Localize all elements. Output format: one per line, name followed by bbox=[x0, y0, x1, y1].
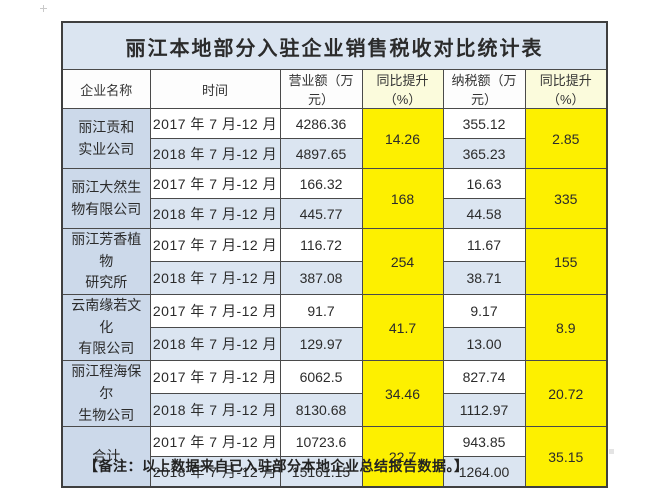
period-cell: 2017 年 7 月-12 月 bbox=[149, 294, 281, 329]
revenue-cell: 8130.68 bbox=[279, 393, 363, 428]
total-row: 2018 年 7 月-12 月 15161.15 1264.00 bbox=[62, 456, 607, 488]
scan-artifact-top-left bbox=[40, 5, 47, 12]
table-title-row: 丽江本地部分入驻企业销售税收对比统计表 bbox=[61, 21, 608, 70]
tax-cell: 827.74 bbox=[442, 360, 526, 395]
period-cell: 2017 年 7 月-12 月 bbox=[149, 168, 281, 199]
tax-cell: 11.67 bbox=[442, 227, 526, 263]
period-cell: 2018 年 7 月-12 月 bbox=[149, 327, 281, 362]
table-row: 2018 年 7 月-12 月 445.77 44.58 bbox=[62, 198, 607, 229]
page-title: 丽江本地部分入驻企业销售税收对比统计表 bbox=[61, 21, 608, 70]
revenue-growth-cell: 41.7 bbox=[361, 294, 444, 362]
revenue-cell: 129.97 bbox=[279, 327, 363, 362]
header-tax-growth: 同比提升（%） bbox=[524, 69, 608, 109]
tax-cell: 1264.00 bbox=[442, 456, 526, 488]
period-cell: 2017 年 7 月-12 月 bbox=[149, 227, 281, 263]
tax-growth-cell: 8.9 bbox=[524, 294, 608, 362]
tax-cell: 44.58 bbox=[442, 198, 526, 229]
footnote: 【备注：以上数据来自已入驻部分本地企业总结报告数据。】 bbox=[84, 458, 469, 474]
revenue-growth-cell: 34.46 bbox=[361, 360, 444, 428]
tax-growth-cell: 20.72 bbox=[524, 360, 608, 428]
period-cell: 2018 年 7 月-12 月 bbox=[149, 138, 281, 169]
tax-cell: 13.00 bbox=[442, 327, 526, 362]
revenue-growth-cell: 168 bbox=[361, 168, 444, 229]
company-cell: 丽江贡和 实业公司 bbox=[61, 108, 151, 169]
header-time: 时间 bbox=[149, 69, 281, 109]
sales-tax-comparison-table: 丽江本地部分入驻企业销售税收对比统计表 企业名称 时间 营业额（万元） 同比提升… bbox=[61, 21, 609, 489]
table-row: 云南缘若文化 有限公司 2017 年 7 月-12 月 91.7 41.7 9.… bbox=[61, 294, 608, 362]
revenue-growth-cell: 254 bbox=[361, 227, 444, 296]
revenue-cell: 10723.6 bbox=[279, 426, 363, 458]
period-cell: 2018 年 7 月-12 月 bbox=[149, 393, 281, 428]
table-row: 2018 年 7 月-12 月 4897.65 365.23 bbox=[62, 138, 607, 169]
period-cell: 2017 年 7 月-12 月 bbox=[149, 426, 281, 458]
tax-cell: 1112.97 bbox=[442, 393, 526, 428]
period-cell: 2018 年 7 月-12 月 bbox=[149, 261, 281, 296]
revenue-cell: 15161.15 bbox=[279, 456, 363, 488]
revenue-cell: 91.7 bbox=[279, 294, 363, 329]
period-cell: 2018 年 7 月-12 月 bbox=[149, 198, 281, 229]
company-cell: 云南缘若文化 有限公司 bbox=[61, 294, 151, 362]
revenue-cell: 116.72 bbox=[279, 227, 363, 263]
company-cell: 丽江大然生 物有限公司 bbox=[61, 168, 151, 229]
revenue-cell: 387.08 bbox=[279, 261, 363, 296]
tax-cell: 943.85 bbox=[442, 426, 526, 458]
table-row: 2018 年 7 月-12 月 8130.68 1112.97 bbox=[62, 393, 607, 428]
company-cell: 丽江程海保尔 生物公司 bbox=[61, 360, 151, 428]
table-row: 丽江芳香植物 研究所 2017 年 7 月-12 月 116.72 254 11… bbox=[61, 227, 608, 296]
table-row: 丽江大然生 物有限公司 2017 年 7 月-12 月 166.32 168 1… bbox=[61, 168, 608, 229]
revenue-cell: 445.77 bbox=[279, 198, 363, 229]
period-cell: 2017 年 7 月-12 月 bbox=[149, 360, 281, 395]
header-company: 企业名称 bbox=[61, 69, 151, 109]
table-row: 丽江贡和 实业公司 2017 年 7 月-12 月 4286.36 14.26 … bbox=[61, 108, 608, 169]
scan-artifact-bottom-right bbox=[609, 449, 614, 454]
revenue-growth-cell: 22.7 bbox=[361, 426, 444, 488]
tax-growth-cell: 155 bbox=[524, 227, 608, 296]
tax-growth-cell: 335 bbox=[524, 168, 608, 229]
total-row: 合计 2017 年 7 月-12 月 10723.6 22.7 943.85 3… bbox=[61, 426, 608, 488]
tax-growth-cell: 2.85 bbox=[524, 108, 608, 169]
revenue-cell: 6062.5 bbox=[279, 360, 363, 395]
tax-cell: 355.12 bbox=[442, 108, 526, 139]
tax-cell: 365.23 bbox=[442, 138, 526, 169]
table-row: 2018 年 7 月-12 月 129.97 13.00 bbox=[62, 327, 607, 362]
revenue-growth-cell: 14.26 bbox=[361, 108, 444, 169]
header-revenue-growth: 同比提升（%） bbox=[361, 69, 444, 109]
header-tax: 纳税额（万元） bbox=[442, 69, 526, 109]
period-cell: 2017 年 7 月-12 月 bbox=[149, 108, 281, 139]
header-revenue: 营业额（万元） bbox=[279, 69, 363, 109]
table-row: 丽江程海保尔 生物公司 2017 年 7 月-12 月 6062.5 34.46… bbox=[61, 360, 608, 428]
company-cell: 丽江芳香植物 研究所 bbox=[61, 227, 151, 296]
tax-growth-cell: 35.15 bbox=[524, 426, 608, 488]
tax-cell: 38.71 bbox=[442, 261, 526, 296]
table-row: 2018 年 7 月-12 月 387.08 38.71 bbox=[62, 261, 607, 296]
revenue-cell: 4897.65 bbox=[279, 138, 363, 169]
table-header-row: 企业名称 时间 营业额（万元） 同比提升（%） 纳税额（万元） 同比提升（%） bbox=[61, 69, 608, 109]
tax-cell: 9.17 bbox=[442, 294, 526, 329]
period-cell: 2018 年 7 月-12 月 bbox=[149, 456, 281, 488]
revenue-cell: 166.32 bbox=[279, 168, 363, 199]
tax-cell: 16.63 bbox=[442, 168, 526, 199]
revenue-cell: 4286.36 bbox=[279, 108, 363, 139]
